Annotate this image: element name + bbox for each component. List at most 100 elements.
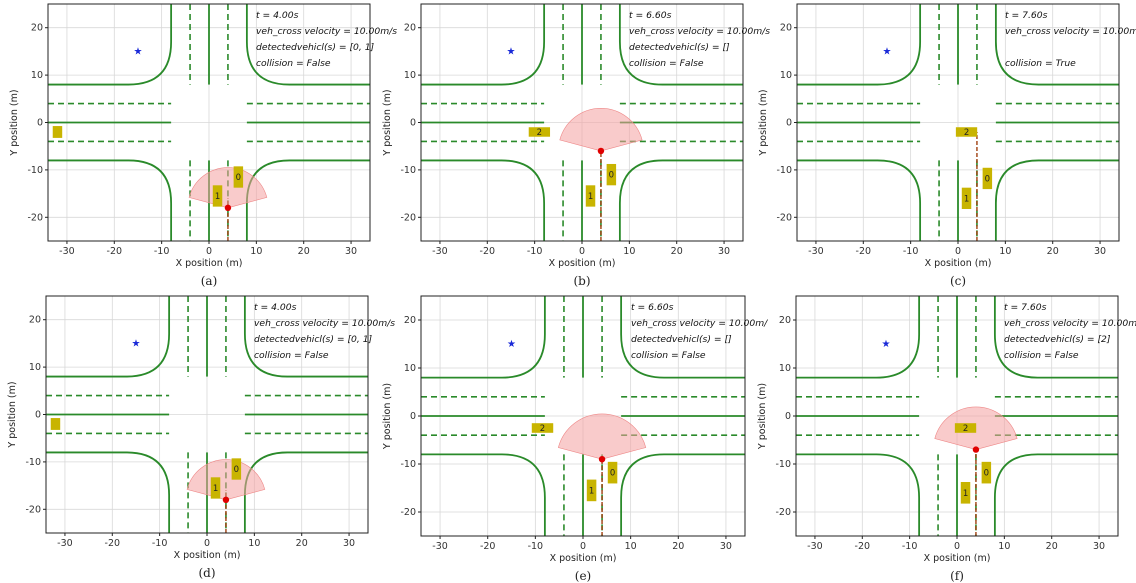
road-edge-nw xyxy=(421,4,546,86)
x-tick-label: -10 xyxy=(902,541,918,552)
ego-vehicle-dot xyxy=(598,456,606,463)
vehicle-label: 1 xyxy=(215,192,220,202)
y-tick-label: 10 xyxy=(779,363,791,374)
y-axis-label: Y position (m) xyxy=(382,383,393,450)
vehicle-label: 1 xyxy=(964,194,969,204)
y-axis-label: Y position (m) xyxy=(382,89,393,156)
ego-vehicle-dot xyxy=(972,446,980,453)
vehicle-label: 1 xyxy=(589,486,594,496)
vehicle-label: 0 xyxy=(610,469,615,479)
vehicle-body xyxy=(233,166,244,188)
x-tick-label: 0 xyxy=(580,541,586,552)
vehicle-body xyxy=(586,479,597,502)
vehicle-body xyxy=(212,185,223,207)
vehicle-label: 0 xyxy=(985,174,990,184)
info-line: collision = True xyxy=(1005,58,1076,69)
y-tick-label: -10 xyxy=(400,459,416,470)
y-tick-label: 20 xyxy=(31,23,43,34)
x-tick-label: -20 xyxy=(480,541,496,552)
vehicle-body xyxy=(531,423,554,433)
vehicle-0: 0 xyxy=(231,458,242,480)
y-tick-label: -20 xyxy=(27,212,43,223)
vehicle-2: 2 xyxy=(954,423,977,434)
vehicle-body xyxy=(960,482,971,504)
vehicle-body xyxy=(585,185,596,207)
x-tick-label: -10 xyxy=(152,538,168,549)
vehicle-label: 0 xyxy=(609,171,614,181)
x-tick-label: 0 xyxy=(579,246,585,257)
ego-vehicle-dot xyxy=(224,204,232,212)
vehicle-label: 0 xyxy=(236,173,241,183)
info-line: t = 7.60s xyxy=(1005,10,1048,21)
road-edge-sw xyxy=(421,453,546,536)
vehicle-body xyxy=(210,477,221,499)
panel-caption: (d) xyxy=(198,566,215,580)
x-tick-label: 20 xyxy=(1047,246,1059,257)
vehicle-0: 0 xyxy=(981,461,992,484)
goal-star-icon: ★ xyxy=(882,46,891,57)
info-line: t = 6.60s xyxy=(629,10,672,21)
x-tick-label: 10 xyxy=(625,541,637,552)
vehicle-2: 2 xyxy=(528,127,551,138)
panel-caption: (e) xyxy=(575,569,591,583)
vehicle-body xyxy=(955,127,978,137)
x-tick-label: -20 xyxy=(107,246,123,257)
plot-area: ★ 0 1 xyxy=(48,4,370,241)
x-tick-label: 30 xyxy=(720,541,732,552)
x-tick-label: -30 xyxy=(432,246,448,257)
vehicle-2: 2 xyxy=(955,127,978,138)
x-tick-label: -10 xyxy=(528,541,544,552)
x-tick-label: -10 xyxy=(527,246,543,257)
panel-5: ★ 0 1 2 -30 -20 -10 0 10 20 30 -20 -10 0 10 20 X positio… xyxy=(382,295,768,583)
panel-caption: (b) xyxy=(573,274,590,288)
x-tick-label: 20 xyxy=(672,541,684,552)
y-tick-label: 10 xyxy=(404,363,416,374)
info-line: detectedvehicl(s) = [] xyxy=(629,42,730,53)
info-line: t = 6.60s xyxy=(631,302,674,313)
info-line: collision = False xyxy=(254,350,329,361)
x-tick-label: 30 xyxy=(718,246,730,257)
y-tick-label: 20 xyxy=(404,23,416,34)
y-tick-label: -20 xyxy=(25,504,41,515)
vehicle-0: 0 xyxy=(982,167,993,190)
x-tick-label: 0 xyxy=(206,246,212,257)
plot-area: ★ 0 1 2 xyxy=(796,296,1118,536)
y-tick-label: -10 xyxy=(400,165,416,176)
info-line: detectedvehicl(s) = [0, 1] xyxy=(254,334,373,345)
x-tick-label: 30 xyxy=(343,538,355,549)
road-edge-sw xyxy=(48,159,173,241)
x-axis-label: X position (m) xyxy=(924,553,991,564)
panel-caption: (c) xyxy=(950,274,966,288)
info-line: veh_cross velocity = 10.00m/s xyxy=(1004,318,1136,329)
road-edge-sw xyxy=(797,159,922,241)
panel-1: ★ 0 1 -30 -20 -10 0 10 20 30 -20 -10 0 10 20 X position… xyxy=(9,3,397,288)
info-line: t = 4.00s xyxy=(254,302,297,313)
panel-6: ★ 0 1 2 -30 -20 -10 0 10 20 30 -20 -10 0 10 20 X positio… xyxy=(757,295,1136,583)
vehicle-1: 1 xyxy=(960,482,971,504)
vehicle-body xyxy=(981,461,992,484)
info-line: detectedvehicl(s) = [0, 1] xyxy=(256,42,375,53)
x-tick-label: 20 xyxy=(296,538,308,549)
plot-area: ★ 0 1 2 xyxy=(421,4,743,241)
info-line: collision = False xyxy=(1004,350,1079,361)
goal-star-icon: ★ xyxy=(507,339,516,350)
vehicle-body xyxy=(954,423,977,433)
vehicle-label: 1 xyxy=(963,489,968,499)
vehicle-offscreen xyxy=(52,126,63,138)
vehicle-label: 2 xyxy=(540,424,545,434)
road-edge-se xyxy=(618,159,743,241)
vehicle-body xyxy=(231,458,242,480)
info-line: veh_cross velocity = 10.00m/s xyxy=(254,318,395,329)
x-tick-label: 0 xyxy=(955,246,961,257)
ego-vehicle-dot xyxy=(597,147,605,155)
x-tick-label: 10 xyxy=(250,246,262,257)
vehicle-1: 1 xyxy=(961,187,972,210)
y-axis-label: Y position (m) xyxy=(7,381,18,448)
vehicle-0: 0 xyxy=(606,163,617,186)
road-edge-sw xyxy=(796,453,921,536)
road-edge-nw xyxy=(797,4,922,86)
y-axis-label: Y position (m) xyxy=(757,383,768,450)
plot-area: ★ 0 1 2 xyxy=(421,296,745,536)
x-tick-label: -20 xyxy=(856,246,872,257)
